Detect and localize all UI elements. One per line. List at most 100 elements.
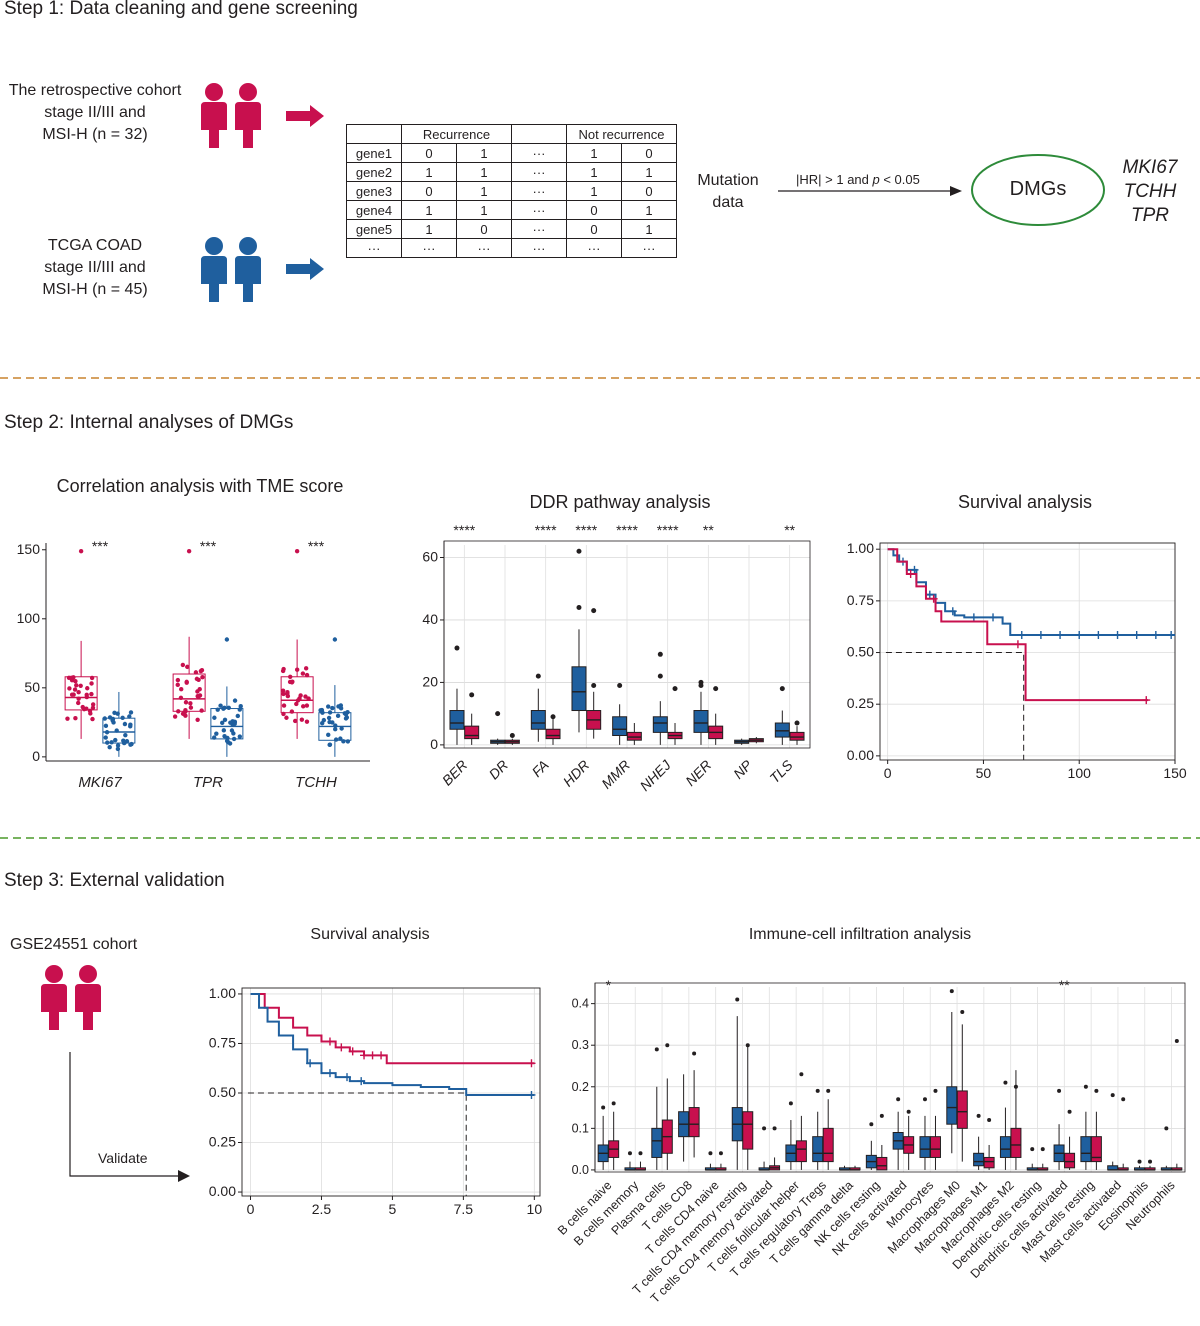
outlier-point	[788, 1101, 793, 1106]
box-red-eosinophils	[1144, 1159, 1156, 1171]
mutation-table: Recurrence Not recurrence gene1 0 1 ··· 1 0 ge…	[346, 124, 677, 258]
outlier-point	[1003, 1080, 1008, 1085]
x-tick-label: TLS	[766, 756, 796, 786]
criterion-part: |HR| > 1 and	[796, 172, 873, 187]
gene-row-label: gene4	[346, 200, 402, 220]
table-row: gene5 1 0 ··· 0 1	[346, 219, 677, 239]
box-red-plasma-cells	[661, 1043, 673, 1170]
jitter-point	[105, 740, 110, 745]
outlier-point	[591, 608, 597, 614]
jitter-point	[319, 720, 325, 726]
significance-label: **	[1059, 977, 1070, 993]
outlier-point	[611, 1101, 616, 1106]
jitter-point	[237, 707, 242, 712]
box-red-fa	[545, 714, 561, 745]
outlier-point	[535, 673, 541, 679]
y-tick-label: 0.50	[209, 1084, 236, 1100]
box-red-macrophages-m2	[1010, 1070, 1022, 1170]
outlier-point	[469, 692, 475, 698]
box-body	[774, 722, 790, 738]
box-body	[1080, 1136, 1092, 1163]
y-tick-label: 100	[17, 610, 41, 626]
box-blue-tls	[774, 686, 790, 745]
table-cell: ···	[456, 238, 512, 258]
censor-mark	[989, 613, 998, 622]
jitter-point	[303, 694, 308, 699]
jitter-point	[232, 698, 238, 703]
box-red-mast-cells-activated	[1117, 1097, 1129, 1171]
jitter-point	[218, 703, 223, 708]
box-body	[742, 1111, 754, 1150]
x-tick-label: MKI67	[78, 774, 122, 791]
jitter-point	[333, 723, 338, 728]
censor-mark	[357, 1077, 366, 1086]
outlier-point	[772, 1126, 777, 1131]
outlier-point	[713, 686, 719, 692]
outlier-point	[657, 651, 663, 657]
cohort-line: TCGA COAD	[47, 237, 143, 254]
jitter-point	[89, 691, 94, 697]
censor-mark	[1167, 630, 1176, 639]
outlier-point	[1030, 1147, 1035, 1152]
y-tick-label: 0.4	[572, 997, 589, 1011]
jitter-point	[194, 676, 200, 682]
tme-boxplot: 0 50 100 150 *** MKI67 *** TPR *** TCHH	[17, 538, 370, 791]
jitter-point	[73, 716, 78, 721]
box-red-ber	[464, 692, 480, 745]
box-red-ner	[708, 686, 724, 745]
significance-label: ***	[308, 538, 325, 554]
box-blue-t-cells-cd4-memory-activated	[758, 1126, 770, 1171]
box-red-t-cells-follicular-helper	[795, 1072, 807, 1170]
box-blue-nk-cells-resting	[865, 1122, 877, 1170]
box-red-macrophages-m0	[956, 1009, 968, 1162]
step-divider	[0, 837, 1200, 839]
jitter-point	[200, 675, 205, 680]
box-blue-hdr	[571, 548, 587, 733]
jitter-point	[89, 681, 94, 686]
box-red-hdr	[586, 608, 602, 739]
table-cell: 1	[401, 200, 457, 220]
box-red-t-cells-cd4-memory-resting	[742, 1043, 754, 1170]
jitter-point	[90, 716, 95, 722]
gene-row-label: gene1	[346, 143, 402, 163]
outlier-point	[672, 686, 678, 692]
jitter-point	[185, 664, 190, 670]
outlier-point	[1040, 1147, 1045, 1152]
km-curve-blue	[250, 992, 535, 1096]
jitter-point	[237, 734, 243, 739]
outlier-point	[1174, 1039, 1179, 1044]
outlier-point	[869, 1122, 874, 1127]
jitter-point	[226, 705, 231, 711]
jitter-point	[65, 716, 70, 721]
box-blue-mast-cells-resting	[1080, 1084, 1092, 1170]
y-tick-label: 0.25	[209, 1134, 236, 1150]
jitter-point	[176, 709, 181, 714]
table-cell: ···	[511, 200, 567, 220]
box-blue-dendritic-cells-resting	[1026, 1147, 1038, 1171]
table-cell: 1	[566, 162, 622, 182]
jitter-point	[84, 706, 89, 711]
box-blue-b-cells-naive	[597, 1105, 609, 1170]
jitter-point	[103, 735, 108, 740]
significance-label: **	[784, 522, 795, 538]
censor-mark	[969, 613, 978, 622]
jitter-point	[172, 714, 178, 719]
outlier-point	[495, 711, 501, 717]
censor-mark	[337, 1043, 346, 1052]
criterion-arrow	[778, 186, 962, 196]
table-cell: ···	[511, 219, 567, 239]
step3-title: Step 3: External validation	[4, 870, 225, 891]
outlier-point	[627, 1151, 632, 1156]
y-tick-label: 0.0	[572, 1163, 589, 1177]
jitter-point	[78, 683, 83, 688]
jitter-point	[76, 696, 81, 701]
outlier-point	[224, 637, 230, 642]
table-cell: 0	[566, 200, 622, 220]
jitter-point	[115, 746, 121, 752]
km-curve-blue	[887, 548, 1175, 636]
outlier-point	[922, 1097, 927, 1102]
km-curve-red	[887, 548, 1149, 702]
table-row: gene1 0 1 ··· 1 0	[346, 143, 677, 163]
box-red-nhej	[667, 686, 683, 745]
